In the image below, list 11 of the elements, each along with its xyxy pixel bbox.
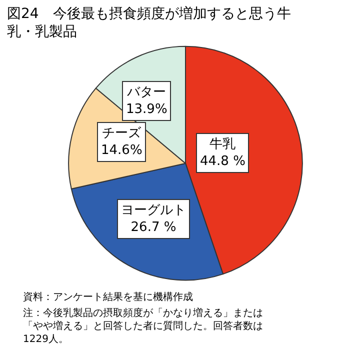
text: 注：今後乳製品の摂取頻度が「かなり増える」または「やや増える」と回答した者に質問した。回答者数は1229人。 — [23, 307, 263, 345]
slice-label: 牛乳 — [210, 137, 236, 152]
text: 資料：アンケート結果を基に機構作成 — [23, 291, 193, 303]
chart-title: 図24 今後最も摂食頻度が増加すると思う牛乳・乳製品 — [7, 4, 291, 40]
slice-label: ヨーグルト — [121, 203, 186, 218]
slice-label: チーズ — [102, 126, 142, 141]
data-label: 26.7 % — [130, 220, 176, 235]
data-label: 14.6% — [101, 142, 142, 158]
data-label: 13.9% — [126, 102, 168, 117]
data-label: 44.8 % — [200, 154, 246, 169]
slice-label: バター — [126, 85, 166, 100]
